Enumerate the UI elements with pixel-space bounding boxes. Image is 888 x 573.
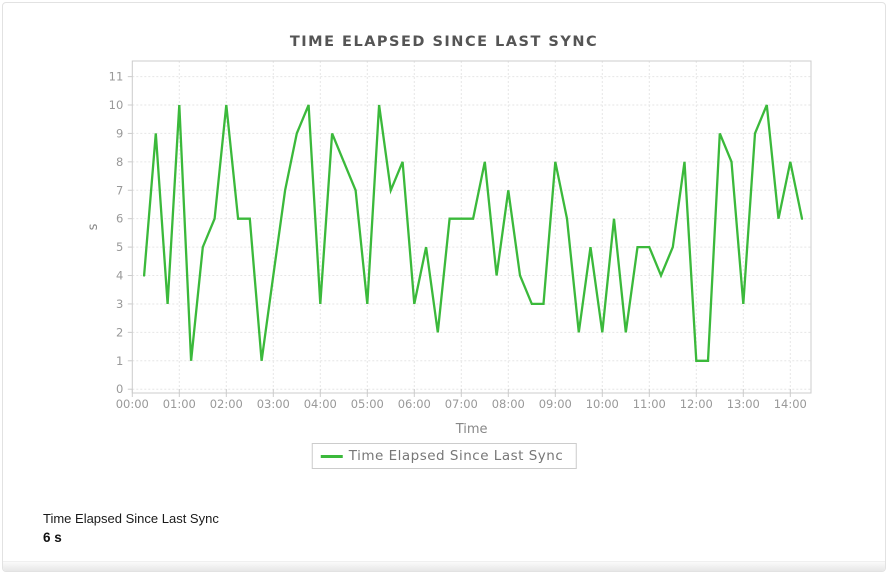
x-axis-label: Time — [455, 422, 488, 437]
svg-text:11:00: 11:00 — [633, 397, 666, 411]
svg-text:0: 0 — [116, 382, 123, 396]
svg-text:1: 1 — [116, 354, 123, 368]
svg-text:4: 4 — [116, 269, 123, 283]
metric-label: Time Elapsed Since Last Sync — [43, 511, 219, 526]
footer-strip — [3, 561, 885, 571]
legend-label: Time Elapsed Since Last Sync — [348, 448, 564, 464]
svg-text:06:00: 06:00 — [398, 397, 431, 411]
chart-title: TIME ELAPSED SINCE LAST SYNC — [289, 34, 599, 50]
svg-text:7: 7 — [116, 183, 123, 197]
series-line — [142, 104, 804, 362]
svg-text:03:00: 03:00 — [257, 397, 290, 411]
svg-text:05:00: 05:00 — [351, 397, 384, 411]
svg-text:10:00: 10:00 — [586, 397, 619, 411]
metric-block: Time Elapsed Since Last Sync 6 s — [43, 511, 219, 545]
svg-text:9: 9 — [116, 126, 123, 140]
svg-text:01:00: 01:00 — [163, 397, 196, 411]
sync-line-chart: 00:00 01:00 02:00 03:00 04:00 05:00 06:00 07:00… — [86, 60, 812, 437]
x-tick-labels: 00:00 01:00 02:00 03:00 04:00 05:00 06:00 07:00… — [116, 397, 807, 411]
metric-value: 6 s — [43, 530, 62, 545]
plot-border — [131, 60, 812, 394]
svg-text:07:00: 07:00 — [445, 397, 478, 411]
svg-text:8: 8 — [116, 155, 123, 169]
grid-lines — [132, 61, 811, 393]
svg-text:6: 6 — [116, 212, 123, 226]
svg-text:10: 10 — [109, 98, 124, 112]
svg-text:00:00: 00:00 — [116, 397, 149, 411]
svg-text:02:00: 02:00 — [210, 397, 243, 411]
legend: Time Elapsed Since Last Sync — [311, 443, 577, 469]
legend-line-swatch — [320, 454, 343, 458]
y-axis-label: s — [86, 223, 101, 230]
svg-text:13:00: 13:00 — [727, 397, 760, 411]
svg-text:3: 3 — [116, 297, 123, 311]
svg-text:08:00: 08:00 — [492, 397, 525, 411]
svg-text:5: 5 — [116, 240, 123, 254]
svg-text:04:00: 04:00 — [304, 397, 337, 411]
svg-text:11: 11 — [109, 70, 124, 84]
y-tick-labels: 0 1 2 3 4 5 6 7 8 9 10 11 — [109, 70, 124, 397]
svg-text:14:00: 14:00 — [774, 397, 807, 411]
svg-text:09:00: 09:00 — [539, 397, 572, 411]
svg-text:12:00: 12:00 — [680, 397, 713, 411]
axis-ticks — [127, 76, 791, 397]
svg-text:2: 2 — [116, 325, 123, 339]
